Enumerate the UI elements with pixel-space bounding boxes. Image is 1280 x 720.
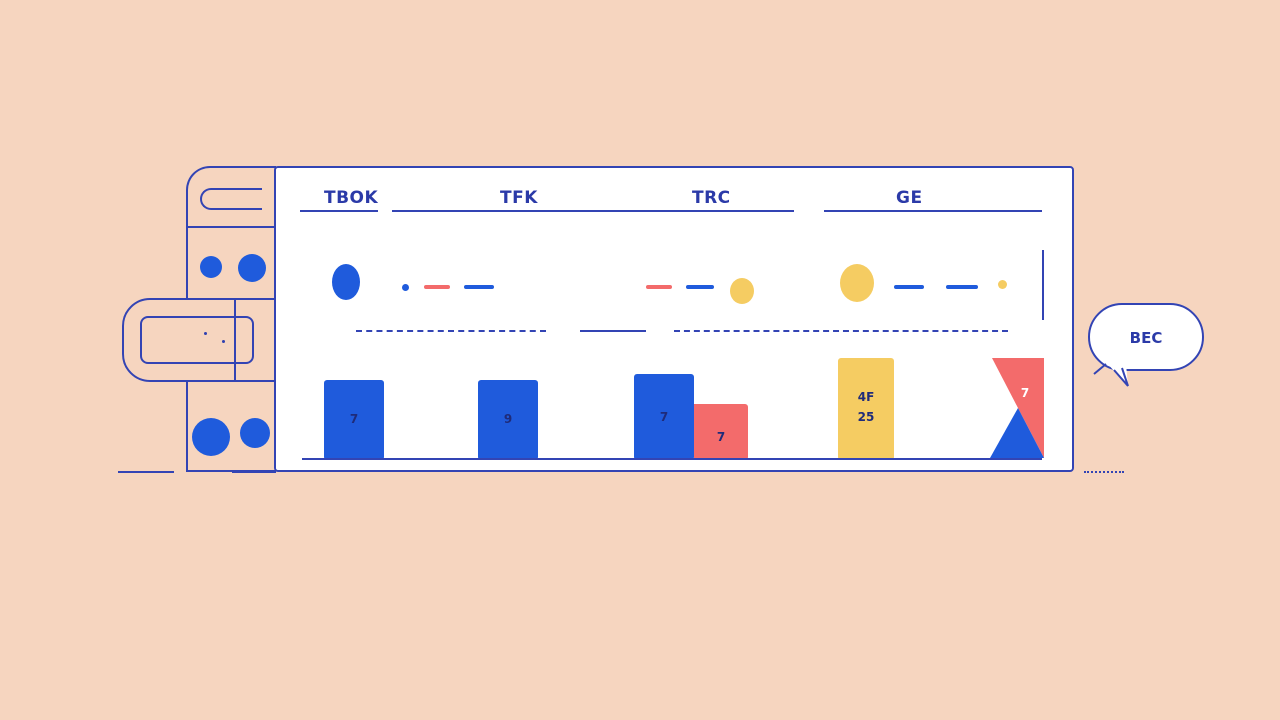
column-header-4: GE	[896, 188, 923, 208]
bar-5-label-1: 4F	[857, 390, 875, 404]
yellow-dot	[840, 264, 874, 302]
indicator-dot	[238, 254, 266, 282]
speech-bubble-tail	[1093, 360, 1129, 387]
bar-1-label: 7	[349, 412, 359, 426]
chart-panel: TBOK TFK TRC GE 7 9 7 7 4F 25 7	[274, 166, 1074, 472]
bar-6[interactable]: 7	[990, 358, 1044, 460]
column-header-2: TFK	[500, 188, 538, 208]
indicator-dot	[200, 256, 222, 278]
yellow-dot	[730, 278, 754, 304]
speech-bubble-label: BEC	[1129, 329, 1163, 347]
bar-4[interactable]: 7	[694, 404, 748, 460]
speech-bubble[interactable]: BEC	[1088, 303, 1204, 371]
indicator-dot	[192, 418, 230, 456]
indicator-dot	[240, 418, 270, 448]
column-header-1: TBOK	[324, 188, 379, 208]
bar-1[interactable]: 7	[324, 380, 384, 460]
column-header-3: TRC	[692, 188, 731, 208]
chart-baseline	[302, 458, 1042, 460]
bar-2[interactable]: 9	[478, 380, 538, 460]
blue-dot	[332, 264, 360, 300]
bar-6-shape	[990, 358, 1044, 458]
bar-5[interactable]: 4F 25	[838, 358, 894, 460]
side-tab[interactable]	[200, 188, 262, 210]
bar-5-label-2: 25	[857, 410, 875, 424]
side-toggle[interactable]	[122, 298, 276, 382]
bar-4-label: 7	[716, 430, 726, 444]
bar-3-label: 7	[659, 410, 669, 424]
bar-3[interactable]: 7	[634, 374, 694, 460]
bar-2-label: 9	[503, 412, 513, 426]
bar-6-label: 7	[1020, 386, 1030, 400]
